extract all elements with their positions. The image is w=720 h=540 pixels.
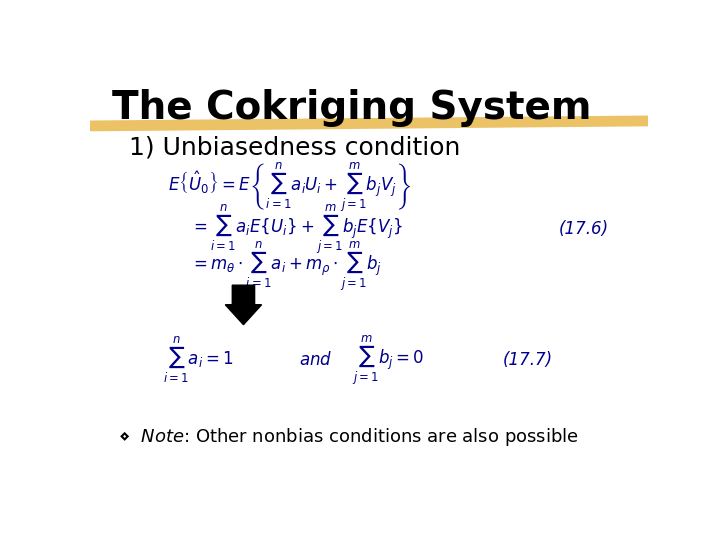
Text: $= \sum_{i=1}^{n} a_i E\left\{U_i\right\} + \sum_{j=1}^{m} b_j E\left\{V_j\right: $= \sum_{i=1}^{n} a_i E\left\{U_i\right\… xyxy=(190,202,403,255)
Text: $= m_\theta \cdot \sum_{i=1}^{n} a_i + m_\rho \cdot \sum_{j=1}^{m} b_j$: $= m_\theta \cdot \sum_{i=1}^{n} a_i + m… xyxy=(190,240,382,293)
Text: $\sum_{i=1}^{n} a_i = 1$: $\sum_{i=1}^{n} a_i = 1$ xyxy=(163,335,233,385)
Text: $\sum_{j=1}^{m} b_j = 0$: $\sum_{j=1}^{m} b_j = 0$ xyxy=(352,333,425,387)
Polygon shape xyxy=(90,116,648,131)
Text: The Cokriging System: The Cokriging System xyxy=(112,90,592,127)
Text: (17.7): (17.7) xyxy=(503,351,553,369)
Text: 1) Unbiasedness condition: 1) Unbiasedness condition xyxy=(129,136,460,160)
Text: $E\left\{\hat{U}_0\right\}= E\left\{\sum_{i=1}^{n} a_i U_i + \sum_{j=1}^{m} b_j : $E\left\{\hat{U}_0\right\}= E\left\{\sum… xyxy=(168,161,411,214)
Text: (17.6): (17.6) xyxy=(559,220,609,238)
FancyArrow shape xyxy=(225,285,261,325)
Text: $\mathit{and}$: $\mathit{and}$ xyxy=(300,351,333,369)
Text: $\mathbf{\diamond}$  $\mathit{Note}$: Other nonbias conditions are also possible: $\mathbf{\diamond}$ $\mathit{Note}$: Oth… xyxy=(118,426,579,448)
